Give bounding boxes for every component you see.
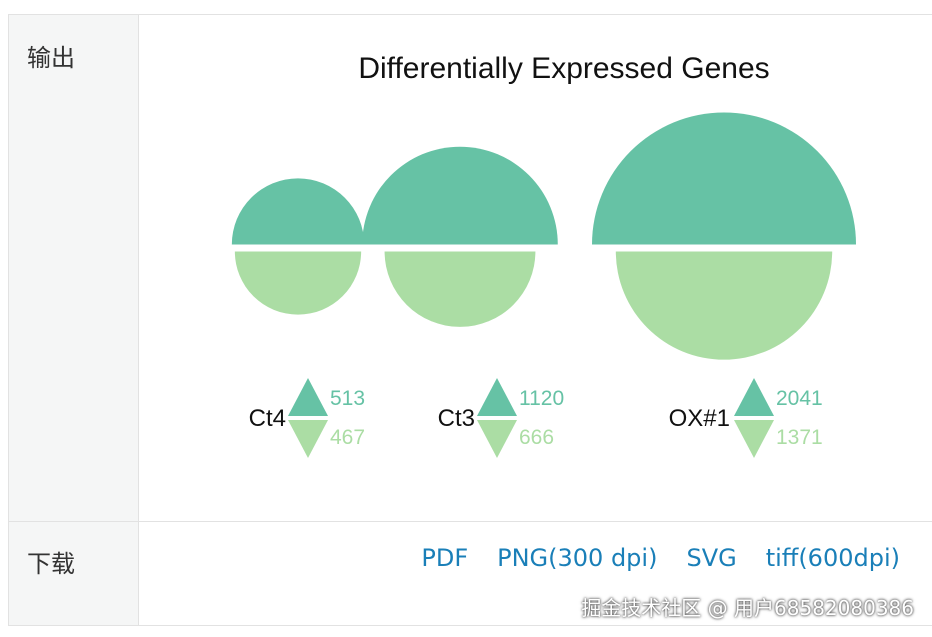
down-triangle-ox1 <box>734 420 774 458</box>
up-value-ct4: 513 <box>330 387 365 410</box>
upper-half-ct4 <box>231 178 365 245</box>
lower-half-ct3 <box>384 251 536 327</box>
download-tiff-600dpi-link[interactable]: tiff(600dpi) <box>765 544 900 572</box>
download-svg-link[interactable]: SVG <box>686 544 737 572</box>
up-value-ox1: 2041 <box>776 387 823 410</box>
up-triangle-ct4 <box>288 378 328 416</box>
down-triangle-ct3 <box>477 420 517 458</box>
upper-half-ox1 <box>592 112 856 245</box>
download-label: 下载 <box>27 550 75 578</box>
down-triangle-ct4 <box>288 420 328 458</box>
down-value-ct3: 666 <box>519 426 554 449</box>
output-table <box>8 14 932 626</box>
upper-half-ct3 <box>362 146 558 245</box>
column-divider <box>138 15 139 625</box>
down-value-ox1: 1371 <box>776 426 823 449</box>
lower-half-ox1 <box>615 251 833 360</box>
category-label-ct3: Ct3 <box>438 405 475 432</box>
watermark: 掘金技术社区 @ 用户68582080386 <box>581 596 914 620</box>
row-divider <box>8 521 932 522</box>
category-label-ox1: OX#1 <box>669 405 730 432</box>
chart-marks: Ct4 513 467 Ct3 1120 666 OX#1 2041 1371 <box>231 112 856 458</box>
download-links: PDF PNG(300 dpi) SVG tiff(600dpi) <box>421 544 900 572</box>
download-png-300-dpi-link[interactable]: PNG(300 dpi) <box>497 544 658 572</box>
lower-half-ct4 <box>234 251 362 315</box>
label-column <box>8 15 139 625</box>
up-triangle-ct3 <box>477 378 517 416</box>
up-triangle-ox1 <box>734 378 774 416</box>
output-label: 输出 <box>27 44 75 72</box>
up-value-ct3: 1120 <box>519 387 564 410</box>
down-value-ct4: 467 <box>330 426 365 449</box>
download-pdf-link[interactable]: PDF <box>421 544 469 572</box>
deg-chart: Differentially Expressed Genes Ct4 513 467… <box>231 52 856 458</box>
chart-title: Differentially Expressed Genes <box>358 52 769 85</box>
category-label-ct4: Ct4 <box>249 405 286 432</box>
